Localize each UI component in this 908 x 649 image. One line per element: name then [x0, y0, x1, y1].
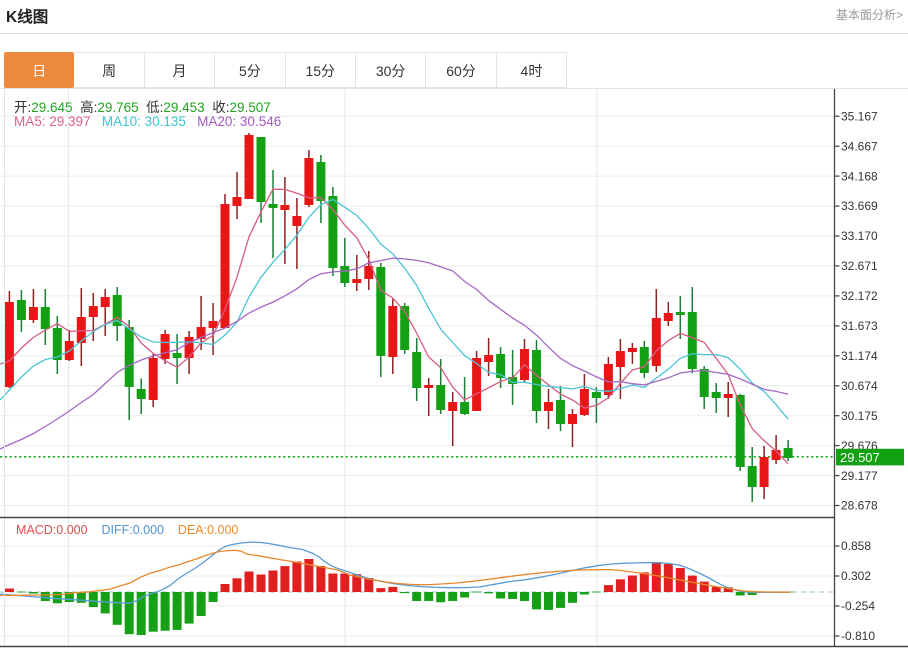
svg-text:-0.810: -0.810 — [841, 629, 875, 643]
svg-text:33.170: 33.170 — [841, 229, 878, 243]
svg-text:33.669: 33.669 — [841, 199, 878, 213]
svg-text:31.673: 31.673 — [841, 319, 878, 333]
svg-text:31.174: 31.174 — [841, 349, 878, 363]
svg-text:30.674: 30.674 — [841, 379, 878, 393]
svg-text:35.167: 35.167 — [841, 109, 878, 123]
svg-text:0.302: 0.302 — [841, 569, 871, 583]
svg-text:29.507: 29.507 — [840, 450, 880, 465]
svg-text:30.175: 30.175 — [841, 409, 878, 423]
svg-text:32.172: 32.172 — [841, 289, 878, 303]
svg-text:28.678: 28.678 — [841, 499, 878, 513]
svg-text:-0.254: -0.254 — [841, 599, 875, 613]
svg-text:34.667: 34.667 — [841, 139, 878, 153]
svg-text:0.858: 0.858 — [841, 539, 871, 553]
svg-text:29.177: 29.177 — [841, 469, 878, 483]
svg-text:34.168: 34.168 — [841, 169, 878, 183]
svg-text:32.671: 32.671 — [841, 259, 878, 273]
